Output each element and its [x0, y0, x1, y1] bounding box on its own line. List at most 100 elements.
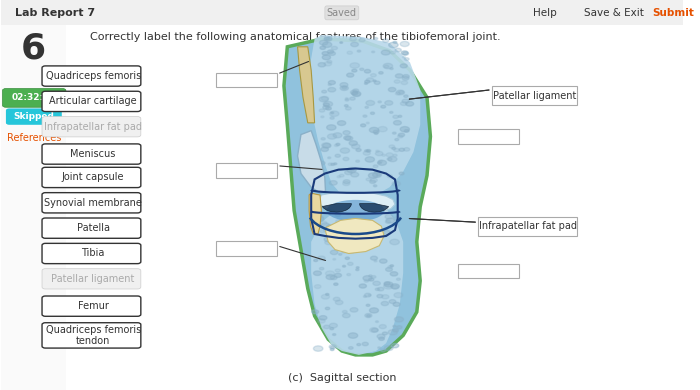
Circle shape — [401, 81, 407, 85]
Circle shape — [326, 107, 331, 110]
Circle shape — [349, 333, 358, 338]
Text: 6: 6 — [20, 32, 46, 66]
Circle shape — [332, 227, 337, 230]
Circle shape — [365, 83, 368, 84]
Circle shape — [328, 163, 332, 165]
Polygon shape — [284, 39, 430, 355]
Circle shape — [390, 112, 393, 113]
Circle shape — [328, 50, 334, 53]
Circle shape — [394, 149, 400, 152]
Polygon shape — [325, 218, 384, 254]
Circle shape — [321, 294, 330, 299]
Circle shape — [370, 128, 379, 133]
Circle shape — [315, 216, 324, 221]
FancyBboxPatch shape — [458, 264, 519, 278]
Circle shape — [349, 141, 358, 145]
Circle shape — [370, 178, 377, 182]
Circle shape — [387, 175, 392, 177]
Circle shape — [340, 42, 342, 43]
Circle shape — [402, 74, 409, 78]
Circle shape — [321, 96, 329, 101]
Circle shape — [323, 103, 330, 106]
Circle shape — [392, 181, 400, 186]
Circle shape — [319, 316, 327, 320]
Circle shape — [365, 80, 370, 83]
Circle shape — [353, 244, 360, 248]
Circle shape — [379, 259, 387, 263]
Circle shape — [326, 275, 335, 280]
Circle shape — [326, 271, 335, 276]
Text: Patellar ligament: Patellar ligament — [51, 274, 135, 284]
Circle shape — [372, 51, 375, 53]
Circle shape — [370, 328, 378, 332]
Circle shape — [382, 332, 387, 335]
Circle shape — [402, 56, 405, 58]
Circle shape — [334, 163, 337, 165]
FancyBboxPatch shape — [1, 0, 682, 25]
Circle shape — [346, 107, 351, 110]
Circle shape — [339, 254, 342, 255]
Circle shape — [356, 149, 361, 151]
Text: Skipped: Skipped — [13, 112, 55, 121]
Circle shape — [342, 251, 345, 253]
Text: Articular cartilage: Articular cartilage — [49, 96, 137, 106]
Circle shape — [395, 48, 401, 52]
Circle shape — [357, 50, 360, 52]
Circle shape — [358, 242, 363, 245]
Circle shape — [333, 297, 340, 301]
Circle shape — [402, 76, 409, 80]
Circle shape — [331, 163, 335, 165]
Polygon shape — [312, 199, 403, 355]
FancyBboxPatch shape — [458, 129, 519, 144]
Circle shape — [396, 278, 400, 280]
Circle shape — [373, 130, 379, 133]
Text: 02:32:40: 02:32:40 — [11, 93, 56, 103]
Circle shape — [365, 157, 375, 162]
Circle shape — [329, 181, 337, 185]
FancyBboxPatch shape — [42, 117, 141, 137]
Circle shape — [328, 51, 335, 55]
Circle shape — [362, 235, 365, 237]
Circle shape — [370, 256, 377, 260]
Circle shape — [356, 267, 359, 268]
Circle shape — [337, 121, 346, 126]
Text: Meniscus: Meniscus — [71, 149, 116, 159]
Circle shape — [385, 215, 393, 219]
Circle shape — [378, 101, 382, 103]
Circle shape — [398, 91, 404, 94]
Circle shape — [353, 89, 358, 92]
Circle shape — [327, 60, 332, 63]
Text: Quadriceps femoris
tendon: Quadriceps femoris tendon — [46, 324, 141, 346]
Circle shape — [389, 300, 396, 303]
Circle shape — [389, 42, 398, 48]
Circle shape — [333, 229, 342, 233]
Circle shape — [374, 81, 380, 84]
Circle shape — [392, 147, 396, 150]
FancyBboxPatch shape — [3, 89, 66, 107]
Wedge shape — [322, 204, 351, 212]
Circle shape — [358, 224, 363, 227]
Circle shape — [328, 87, 336, 92]
Circle shape — [365, 69, 370, 73]
Circle shape — [330, 117, 334, 119]
Circle shape — [381, 105, 386, 108]
Circle shape — [330, 346, 335, 349]
Circle shape — [340, 174, 344, 177]
Circle shape — [349, 347, 353, 349]
Circle shape — [365, 150, 368, 152]
Circle shape — [386, 218, 395, 223]
Circle shape — [366, 78, 374, 82]
Circle shape — [321, 116, 324, 118]
Circle shape — [332, 237, 340, 241]
Circle shape — [378, 162, 382, 164]
Circle shape — [363, 296, 367, 298]
Circle shape — [393, 325, 396, 327]
FancyBboxPatch shape — [6, 108, 62, 125]
Circle shape — [391, 284, 399, 289]
Circle shape — [388, 330, 398, 335]
Circle shape — [393, 216, 401, 221]
Circle shape — [345, 98, 348, 99]
Circle shape — [357, 344, 360, 346]
Circle shape — [366, 122, 369, 124]
Circle shape — [330, 348, 334, 351]
